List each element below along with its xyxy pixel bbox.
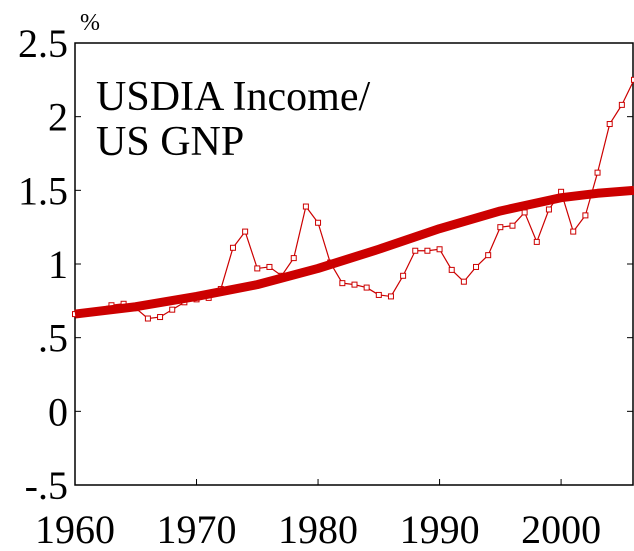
x-tick-label: 1990	[400, 507, 480, 551]
data-point	[618, 101, 625, 108]
y-tick-label: 1.5	[18, 168, 68, 213]
x-tick-label: 2000	[521, 507, 601, 551]
data-point	[351, 281, 358, 288]
y-tick-label: 2.5	[18, 21, 68, 66]
data-point	[363, 284, 370, 291]
data-point	[375, 291, 382, 298]
data-point	[229, 244, 236, 251]
data-point	[339, 280, 346, 287]
data-point	[424, 247, 431, 254]
data-point	[485, 252, 492, 259]
data-point	[594, 169, 601, 176]
data-point	[302, 203, 309, 210]
data-point	[606, 121, 613, 128]
data-point	[436, 246, 443, 253]
data-point	[631, 76, 634, 83]
data-point	[254, 265, 261, 272]
data-point	[242, 228, 249, 235]
data-point	[497, 224, 504, 231]
data-point	[509, 222, 516, 229]
data-point	[266, 263, 273, 270]
data-point	[582, 212, 589, 219]
trend-line	[74, 185, 634, 319]
title-line: US GNP	[96, 119, 244, 165]
x-tick-label: 1960	[35, 507, 115, 551]
data-point	[473, 263, 480, 270]
data-point	[570, 228, 577, 235]
data-point	[448, 266, 455, 273]
data-point	[144, 315, 151, 322]
data-point	[400, 272, 407, 279]
x-tick-label: 1970	[157, 507, 237, 551]
data-point	[545, 206, 552, 213]
y-tick-label: .5	[38, 316, 68, 361]
title-line: USDIA Income/	[96, 74, 370, 120]
y-tick-label: 1	[48, 242, 68, 287]
data-point	[521, 209, 528, 216]
y-axis-label: %	[80, 10, 100, 36]
data-point	[157, 314, 164, 321]
data-point	[387, 293, 394, 300]
x-tick-label: 1980	[278, 507, 358, 551]
y-tick-label: 2	[48, 95, 68, 140]
data-point	[460, 278, 467, 285]
y-tick-label: 0	[48, 389, 68, 434]
data-point	[533, 238, 540, 245]
data-point	[412, 247, 419, 254]
data-point	[169, 306, 176, 313]
y-tick-label: -.5	[25, 463, 68, 508]
data-point	[315, 219, 322, 226]
data-point	[290, 255, 297, 262]
